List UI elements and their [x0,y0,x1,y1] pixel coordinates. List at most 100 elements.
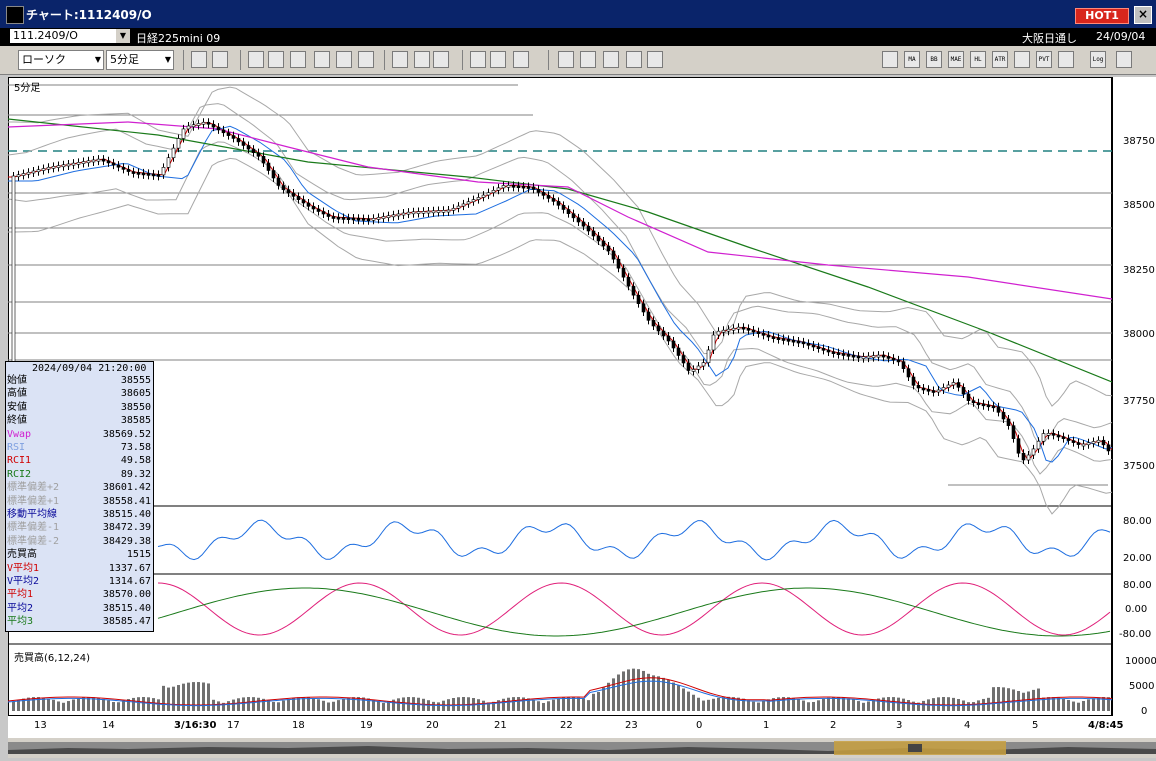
table-icon[interactable] [603,51,619,68]
candle-down [1061,436,1066,439]
volume-bar [247,697,250,711]
close-icon[interactable]: × [1134,6,1152,24]
candle-down [151,173,156,177]
undo-icon[interactable] [314,51,330,68]
chart-scrollbar[interactable] [8,738,1156,758]
candle-up-icon[interactable] [392,51,408,68]
volume-bar [252,697,255,711]
indicator-button-ma[interactable]: MA [904,51,920,68]
volume-bar [652,675,655,711]
hand-icon[interactable] [558,51,574,68]
chart-window[interactable] [8,77,1112,716]
pen-icon[interactable] [268,51,284,68]
candle-down [281,185,286,190]
candle-down [566,209,571,214]
volume-bar [942,697,945,711]
brush-icon[interactable] [490,51,506,68]
select-arrow-icon[interactable] [290,51,306,68]
indicator-button-hl[interactable]: HL [970,51,986,68]
info-label: 標準偏差-2 [7,535,60,547]
price-axis[interactable]: 38750 38500 38250 38000 37750 37500 80.0… [1112,77,1156,717]
indicator-button-mae[interactable]: MAE [948,51,964,68]
volume-bar [712,698,715,711]
indicator-button-bb[interactable]: BB [926,51,942,68]
grid-icon[interactable] [882,51,898,68]
indicator-button-log[interactable]: Log [1090,51,1106,68]
candle-down [1066,438,1071,441]
candle-up [1041,433,1046,442]
volume-bar [502,698,505,711]
volume-bar [1042,697,1045,711]
search-icon[interactable] [580,51,596,68]
grid-icon[interactable] [470,51,486,68]
chart-type-value: ローソク [22,53,66,66]
zoom-icon[interactable] [191,51,207,68]
info-row: 平均2 38515.40 [7,603,153,615]
volume-bar [457,697,460,711]
candle-down [301,199,306,204]
candle-down [206,121,211,125]
candle-up [26,171,31,175]
candle-down [971,400,976,404]
scroll-grip-icon[interactable] [908,744,922,752]
all-icon[interactable] [433,51,449,68]
time-axis[interactable]: 13 14 3/16:30 17 18 19 20 21 22 23 0 1 2 3 4 5 4/8:45 [8,716,1156,738]
volume-bar [432,701,435,711]
candle-down [911,376,916,386]
document-icon[interactable] [336,51,352,68]
time-tick: 3/16:30 [174,720,217,731]
trash-icon[interactable] [358,51,374,68]
volume-bar [17,699,20,711]
chart-canvas[interactable] [8,77,1112,716]
volume-bar [577,697,580,711]
volume-bar [647,673,650,711]
indicator-button-pvt[interactable]: PVT [1036,51,1052,68]
candle-down [776,337,781,340]
candle-down [841,353,846,356]
export-icon[interactable] [1116,51,1132,68]
list-icon[interactable] [1014,51,1030,68]
info-value: 38570.00 [102,589,151,601]
candle-down [291,192,296,197]
volume-bar [687,691,690,711]
volume-bar [697,697,700,711]
symbol-input[interactable]: 111.2409/O [10,29,116,43]
window-icon[interactable] [1058,51,1074,68]
candle-down-icon[interactable] [414,51,430,68]
candle-down [651,320,656,327]
cursor-icon[interactable] [212,51,228,68]
info-icon[interactable] [647,51,663,68]
volume-bar [107,700,110,711]
candle-down [751,329,756,333]
rsi-line [157,519,1111,561]
chart-type-select[interactable]: ローソク ▼ [18,50,104,70]
volume-bar [837,697,840,711]
volume-bar [722,697,725,711]
volume-bar [632,668,635,711]
candle-down [781,338,786,341]
chevron-down-icon[interactable]: ▼ [116,29,130,43]
hot-badge[interactable]: HOT1 [1075,8,1129,24]
indicator-button-atr[interactable]: ATR [992,51,1008,68]
candle-down [636,294,641,304]
candle-down [981,403,986,407]
volume-bar [1097,697,1100,711]
volume-bar [1077,702,1080,711]
color-icon[interactable] [513,51,529,68]
timeframe-select[interactable]: 5分足 ▼ [106,50,174,70]
info-label: 終値 [7,415,27,427]
delete-icon[interactable] [626,51,642,68]
draw-line-icon[interactable] [248,51,264,68]
volume-bar [152,698,155,711]
volume-bar [52,699,55,711]
candle-up [866,355,871,359]
info-label: 平均2 [7,602,34,614]
candle-down [521,185,526,189]
candle-up [731,327,736,331]
candle-up [31,170,36,174]
candle-down [1056,434,1061,438]
candle-down [211,123,216,128]
symbol-name: 日経225mini 09 [136,32,221,45]
volume-bar [287,699,290,711]
volume-bar [487,702,490,711]
